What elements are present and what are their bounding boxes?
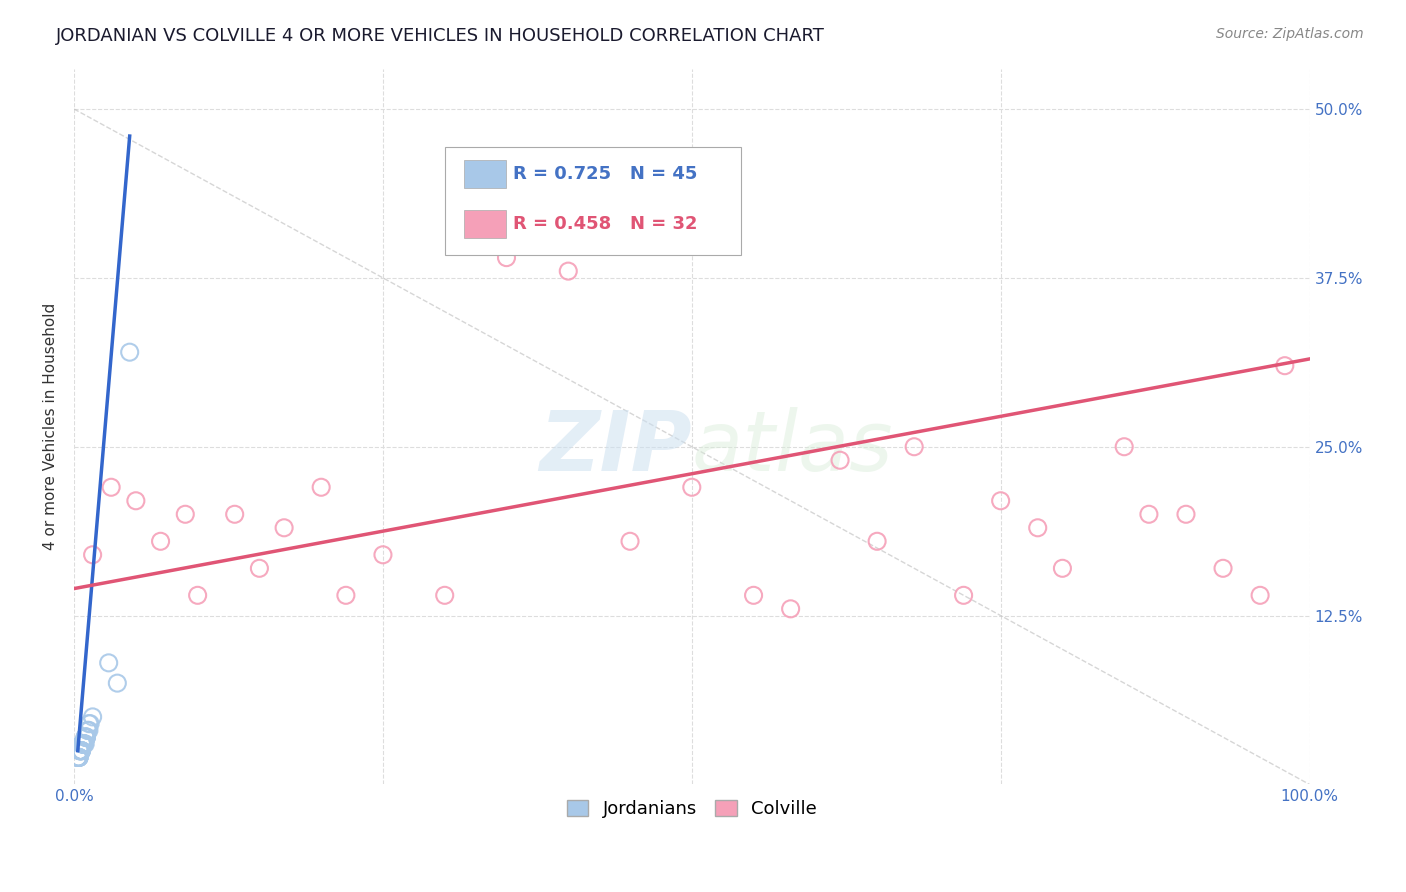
Point <box>75 737 97 751</box>
Point <box>1052 561 1074 575</box>
Point <box>76 723 98 738</box>
Point <box>118 345 141 359</box>
Point <box>70 737 93 751</box>
Point <box>100 480 122 494</box>
Point <box>72 737 94 751</box>
Text: atlas: atlas <box>692 408 893 489</box>
Point <box>1212 561 1234 575</box>
Point <box>66 750 89 764</box>
Point <box>69 744 91 758</box>
Point <box>73 737 96 751</box>
Text: R = 0.458   N = 32: R = 0.458 N = 32 <box>513 215 697 233</box>
Point <box>273 521 295 535</box>
FancyBboxPatch shape <box>464 161 506 188</box>
Text: Source: ZipAtlas.com: Source: ZipAtlas.com <box>1216 27 1364 41</box>
Point <box>70 744 93 758</box>
Point <box>1274 359 1296 373</box>
Point <box>1175 508 1198 522</box>
Point <box>73 737 96 751</box>
Point <box>97 656 120 670</box>
Y-axis label: 4 or more Vehicles in Household: 4 or more Vehicles in Household <box>44 303 58 550</box>
Point <box>66 750 89 764</box>
Text: ZIP: ZIP <box>538 408 692 489</box>
Text: R = 0.725   N = 45: R = 0.725 N = 45 <box>513 165 697 183</box>
Point <box>77 723 100 738</box>
Point <box>67 744 90 758</box>
Point <box>1114 440 1136 454</box>
Point <box>990 493 1012 508</box>
Legend: Jordanians, Colville: Jordanians, Colville <box>560 793 824 825</box>
Point <box>495 251 517 265</box>
Point <box>247 561 270 575</box>
Point <box>149 534 172 549</box>
Point <box>72 737 94 751</box>
Point <box>69 744 91 758</box>
Point <box>105 676 128 690</box>
Point <box>371 548 394 562</box>
Point <box>67 750 90 764</box>
Point <box>1137 508 1160 522</box>
Point <box>75 730 97 744</box>
Point <box>69 744 91 758</box>
Point <box>742 588 765 602</box>
Point <box>335 588 357 602</box>
Point <box>1249 588 1271 602</box>
Point <box>67 750 90 764</box>
Point <box>866 534 889 549</box>
Point <box>69 744 91 758</box>
Point <box>77 716 100 731</box>
Point <box>224 508 246 522</box>
Point <box>309 480 332 494</box>
Point <box>557 264 579 278</box>
Point <box>82 548 104 562</box>
Point <box>75 730 97 744</box>
Point <box>79 716 101 731</box>
Point <box>72 737 94 751</box>
Point <box>69 744 91 758</box>
FancyBboxPatch shape <box>464 211 506 238</box>
Point <box>70 744 93 758</box>
Point <box>174 508 197 522</box>
Point <box>73 737 96 751</box>
Point <box>67 750 90 764</box>
Point <box>903 440 925 454</box>
Point <box>72 737 94 751</box>
Point <box>125 493 148 508</box>
Point <box>952 588 974 602</box>
Point <box>681 480 703 494</box>
Point <box>66 750 89 764</box>
Point <box>75 730 97 744</box>
Point <box>67 750 90 764</box>
Point <box>1026 521 1049 535</box>
Point <box>69 744 91 758</box>
Point <box>75 730 97 744</box>
Point <box>75 730 97 744</box>
Point <box>187 588 209 602</box>
Text: JORDANIAN VS COLVILLE 4 OR MORE VEHICLES IN HOUSEHOLD CORRELATION CHART: JORDANIAN VS COLVILLE 4 OR MORE VEHICLES… <box>56 27 825 45</box>
Point <box>82 710 104 724</box>
Point <box>619 534 641 549</box>
Point <box>73 737 96 751</box>
Point <box>828 453 851 467</box>
Point <box>70 744 93 758</box>
Point <box>76 723 98 738</box>
Point <box>433 588 456 602</box>
Point <box>779 602 801 616</box>
FancyBboxPatch shape <box>444 147 741 254</box>
Point <box>70 744 93 758</box>
Point <box>75 730 97 744</box>
Point <box>72 737 94 751</box>
Point <box>73 737 96 751</box>
